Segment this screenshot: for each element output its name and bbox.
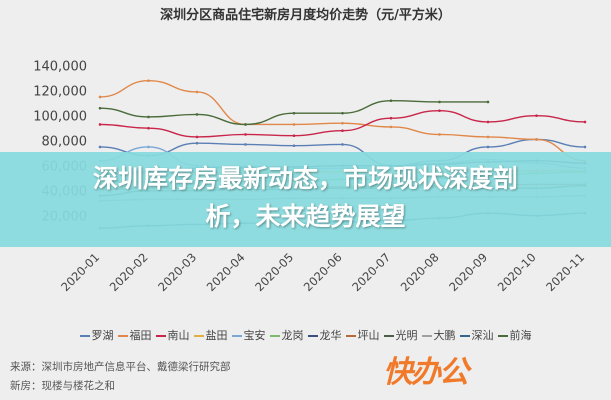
legend-swatch <box>155 335 166 337</box>
data-point <box>147 145 150 149</box>
data-point <box>389 125 393 129</box>
legend-label: 龙华 <box>319 329 342 342</box>
x-tick-label: 2020-10 <box>495 250 539 294</box>
headline-banner <box>0 152 611 247</box>
legend-label: 宝安 <box>243 329 266 342</box>
legend-swatch <box>79 335 90 337</box>
legend-label: 坪山 <box>357 329 380 342</box>
data-point <box>292 123 296 126</box>
data-point <box>438 109 441 112</box>
legend-item: 南山 <box>155 327 190 343</box>
legend-label: 深汕 <box>471 329 494 342</box>
data-point <box>486 145 490 149</box>
legend-item: 深汕 <box>459 327 494 343</box>
legend-item: 宝安 <box>231 327 266 343</box>
legend-label: 罗湖 <box>91 329 114 342</box>
data-point <box>98 145 102 149</box>
legend-label: 南山 <box>167 329 190 342</box>
legend-item: 罗湖 <box>79 327 114 343</box>
source-line-2: 新房：现楼与楼花之和 <box>10 380 115 392</box>
headline-line-2: 析，未来趋势展望 <box>205 202 406 231</box>
legend-swatch <box>269 335 280 337</box>
x-tick-label: 2020-11 <box>543 250 587 294</box>
data-point <box>98 123 102 126</box>
x-tick-label: 2020-06 <box>301 250 345 294</box>
data-point <box>195 141 199 145</box>
legend-label: 前海 <box>509 329 532 342</box>
headline-text: 深圳库存房最新动态，市场现状深度剖 析，未来趋势展望 <box>20 160 591 236</box>
legend-item: 龙岗 <box>269 327 304 343</box>
data-point <box>244 133 247 136</box>
y-tick-label: 100,000 <box>33 110 87 125</box>
legend-label: 福田 <box>129 329 152 342</box>
legend-label: 大鹏 <box>433 329 456 342</box>
data-point <box>583 120 587 124</box>
headline-line-1: 深圳库存房最新动态，市场现状深度剖 <box>92 164 518 193</box>
y-tick-label: 140,000 <box>33 60 87 75</box>
x-tick-label: 2020-07 <box>349 250 393 294</box>
x-tick-label: 2020-05 <box>252 250 296 294</box>
data-point <box>486 120 490 124</box>
legend-item: 前海 <box>497 327 532 343</box>
y-tick-label: 120,000 <box>33 85 87 100</box>
legend-label: 盐田 <box>205 329 228 342</box>
legend-swatch <box>421 335 432 337</box>
data-point <box>147 115 150 119</box>
legend-swatch <box>383 335 394 337</box>
data-point <box>389 99 393 102</box>
data-point <box>147 79 150 82</box>
legend-item: 盐田 <box>193 327 228 343</box>
data-point <box>147 126 150 130</box>
legend-swatch <box>307 335 318 337</box>
data-point <box>195 90 199 94</box>
data-point <box>244 123 247 126</box>
legend-swatch <box>231 335 242 337</box>
chart-legend: 罗湖 福田 南山 盐田 宝安 龙岗 龙华 坪山 光明 大鹏 深汕 前海 <box>0 327 611 343</box>
data-point <box>486 135 490 139</box>
data-point <box>195 135 199 139</box>
data-point <box>389 116 393 120</box>
data-point <box>341 111 344 115</box>
x-tick-label: 2020-08 <box>398 250 442 294</box>
legend-swatch <box>117 335 128 337</box>
source-note: 来源：深圳市房地产信息平台、戴德梁行研究部 新房：现楼与楼花之和 <box>10 358 231 396</box>
data-point <box>486 100 490 104</box>
data-point <box>292 134 296 137</box>
data-point <box>535 114 538 117</box>
legend-item: 龙华 <box>307 327 342 343</box>
source-line-1: 来源：深圳市房地产信息平台、戴德梁行研究部 <box>10 361 231 373</box>
watermark-logo: 快办公 <box>383 347 493 391</box>
legend-label: 龙岗 <box>281 329 304 342</box>
x-tick-label: 2020-03 <box>155 250 199 294</box>
data-point <box>341 121 344 125</box>
x-tick-label: 2020-09 <box>446 250 490 294</box>
data-point <box>98 106 102 110</box>
legend-swatch <box>459 335 470 337</box>
data-point <box>292 111 296 115</box>
legend-swatch <box>345 335 356 337</box>
data-point <box>292 144 296 147</box>
legend-item: 坪山 <box>345 327 380 343</box>
data-point <box>438 133 441 136</box>
legend-swatch <box>497 335 508 337</box>
data-point <box>195 113 199 116</box>
watermark-text: 快办公 <box>383 355 469 390</box>
legend-swatch <box>193 335 204 337</box>
data-point <box>535 138 538 141</box>
x-tick-label: 2020-02 <box>107 250 151 294</box>
data-point <box>341 143 344 146</box>
x-tick-label: 2020-04 <box>204 250 248 294</box>
data-point <box>244 143 247 146</box>
legend-item: 大鹏 <box>421 327 456 343</box>
data-point <box>341 129 344 132</box>
chart-title: 深圳分区商品住宅新房月度均价走势（元/平方米） <box>160 8 451 23</box>
data-point <box>438 100 441 104</box>
legend-item: 光明 <box>383 327 418 343</box>
x-tick-label: 2020-01 <box>58 250 102 294</box>
data-point <box>98 95 102 99</box>
data-point <box>583 145 587 149</box>
legend-item: 福田 <box>117 327 152 343</box>
y-tick-label: 80,000 <box>42 135 88 150</box>
legend-label: 光明 <box>395 329 418 342</box>
